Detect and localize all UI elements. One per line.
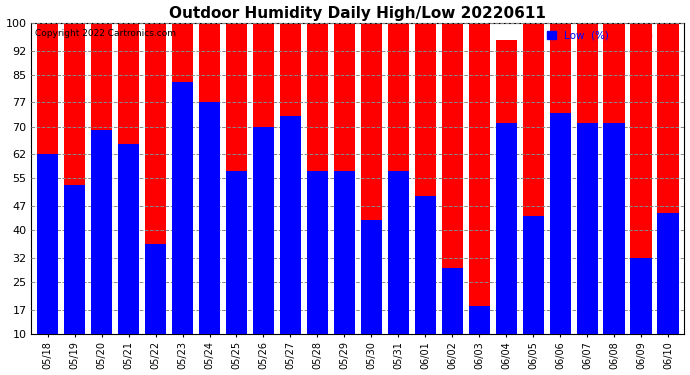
Bar	[226, 171, 247, 334]
Bar	[63, 23, 86, 334]
Bar	[91, 23, 112, 334]
Bar	[145, 244, 166, 334]
Bar	[631, 258, 652, 334]
Bar	[172, 82, 193, 334]
Bar	[37, 23, 59, 334]
Bar	[306, 23, 328, 334]
Bar	[388, 171, 409, 334]
Bar	[388, 23, 409, 334]
Bar	[253, 127, 275, 334]
Bar	[253, 23, 275, 334]
Bar	[199, 102, 220, 334]
Title: Outdoor Humidity Daily High/Low 20220611: Outdoor Humidity Daily High/Low 20220611	[170, 6, 546, 21]
Bar	[361, 23, 382, 334]
Bar	[306, 171, 328, 334]
Bar	[442, 268, 463, 334]
Bar	[37, 154, 59, 334]
Bar	[577, 23, 598, 334]
Bar	[495, 40, 517, 334]
Bar	[118, 23, 139, 334]
Bar	[279, 23, 302, 334]
Bar	[91, 130, 112, 334]
Bar	[658, 213, 679, 334]
Bar	[145, 23, 166, 334]
Bar	[63, 185, 86, 334]
Bar	[604, 23, 625, 334]
Bar	[415, 196, 436, 334]
Bar	[604, 123, 625, 334]
Bar	[279, 116, 302, 334]
Bar	[442, 23, 463, 334]
Text: Copyright 2022 Cartronics.com: Copyright 2022 Cartronics.com	[34, 29, 176, 38]
Bar	[469, 23, 490, 334]
Bar	[522, 23, 544, 334]
Bar	[226, 23, 247, 334]
Bar	[522, 216, 544, 334]
Bar	[549, 113, 571, 334]
Bar	[172, 23, 193, 334]
Bar	[415, 23, 436, 334]
Bar	[334, 171, 355, 334]
Bar	[199, 23, 220, 334]
Bar	[118, 144, 139, 334]
Bar	[549, 23, 571, 334]
Bar	[334, 23, 355, 334]
Bar	[631, 23, 652, 334]
Legend: Low  (%), High  (%): Low (%), High (%)	[545, 28, 679, 42]
Bar	[361, 220, 382, 334]
Bar	[469, 306, 490, 334]
Bar	[658, 23, 679, 334]
Bar	[577, 123, 598, 334]
Bar	[495, 123, 517, 334]
